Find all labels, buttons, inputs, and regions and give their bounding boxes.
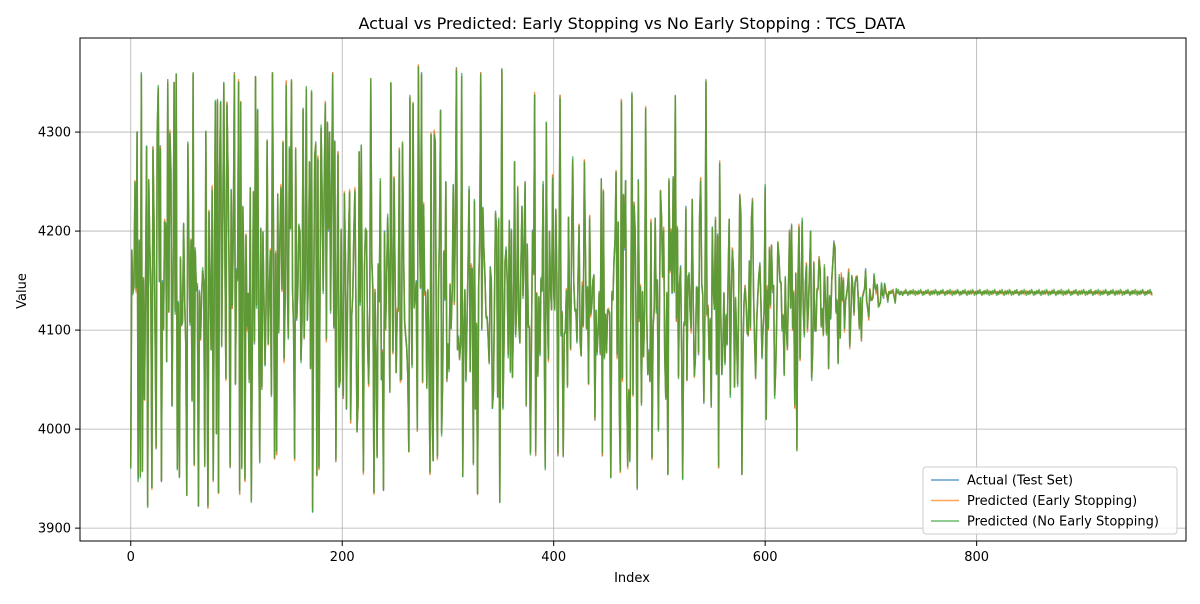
x-tick-label: 800 xyxy=(964,550,989,565)
legend-label-1: Predicted (Early Stopping) xyxy=(967,494,1137,509)
y-tick-label: 4300 xyxy=(38,126,71,141)
legend-label-0: Actual (Test Set) xyxy=(967,474,1073,489)
y-tick-label: 4000 xyxy=(38,423,71,438)
x-tick-label: 600 xyxy=(753,550,778,565)
legend: Actual (Test Set) Predicted (Early Stoppi… xyxy=(922,466,1178,535)
x-tick-label: 200 xyxy=(330,550,355,565)
chart-title: Actual vs Predicted: Early Stopping vs N… xyxy=(359,14,906,34)
axis-ticks: 0 200 400 600 800 3900 4000 4100 4200 4300 xyxy=(38,126,989,565)
plot-frame xyxy=(79,37,1187,542)
legend-label-2: Predicted (No Early Stopping) xyxy=(967,515,1159,530)
y-axis-label: Value xyxy=(15,273,30,309)
series-line-2 xyxy=(130,65,1153,514)
legend-box xyxy=(922,466,1178,535)
y-tick-label: 4200 xyxy=(38,225,71,240)
series-lines xyxy=(130,63,1153,514)
y-tick-label: 4100 xyxy=(38,324,71,339)
x-tick-label: 0 xyxy=(127,550,135,565)
x-tick-label: 400 xyxy=(541,550,566,565)
x-axis-label: Index xyxy=(614,571,650,586)
y-tick-label: 3900 xyxy=(38,522,71,537)
